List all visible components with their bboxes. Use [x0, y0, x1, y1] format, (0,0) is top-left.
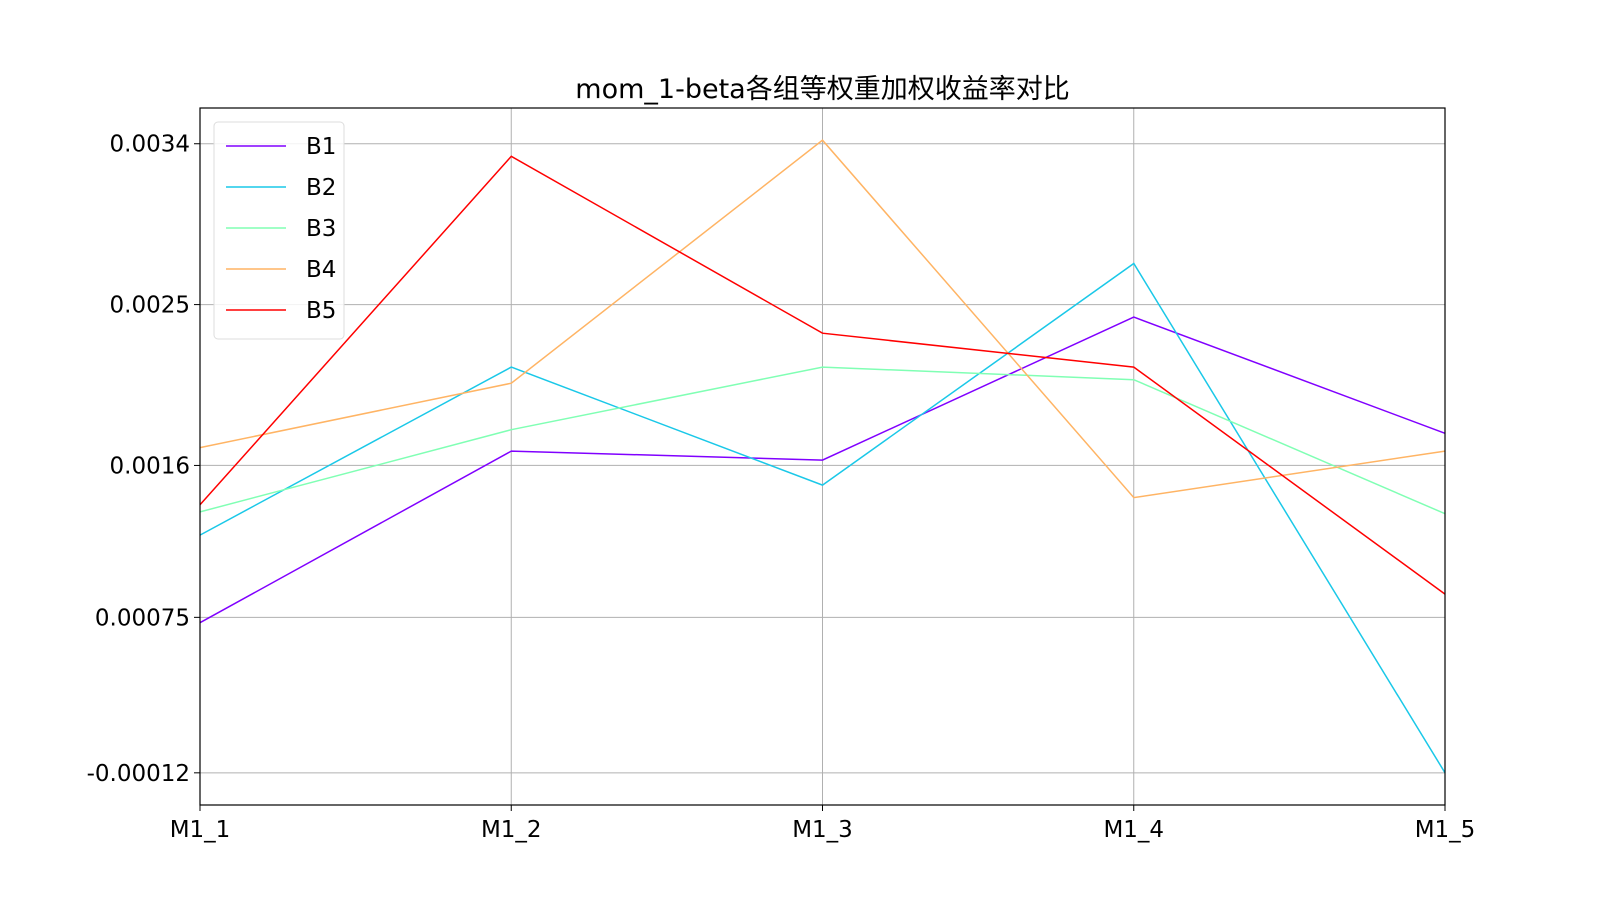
axis-ticks: M1_1 M1_2 M1_3 M1_4 M1_5 -0.00012 0.00075 0.001… [87, 132, 1476, 843]
x-tick-label: M1_2 [481, 817, 542, 843]
y-tick-label: 0.0034 [110, 132, 190, 158]
y-tick-label: 0.0016 [110, 453, 190, 479]
y-tick-label: 0.00075 [95, 605, 190, 631]
grid-lines [199, 108, 1446, 805]
legend-label: B2 [306, 175, 336, 201]
legend-box [213, 121, 345, 340]
y-tick-label: -0.00012 [87, 761, 190, 787]
series-line-b5 [199, 155, 1446, 595]
x-tick-label: M1_3 [792, 817, 853, 843]
x-tick-label: M1_5 [1415, 817, 1476, 843]
x-tick-label: M1_4 [1103, 817, 1164, 843]
y-tick-label: 0.0025 [110, 293, 190, 319]
legend-label: B3 [306, 216, 336, 242]
legend: B1 B2 B3 B4 B5 [213, 121, 345, 340]
series-line-b3 [199, 366, 1446, 515]
chart-title: mom_1-beta各组等权重加权收益率对比 [575, 74, 1069, 105]
legend-label: B1 [306, 134, 336, 160]
series-line-b4 [199, 139, 1446, 499]
series-line-b1 [199, 316, 1446, 624]
legend-label: B4 [306, 257, 336, 283]
series-lines [199, 139, 1446, 774]
series-line-b2 [199, 262, 1446, 774]
x-tick-label: M1_1 [170, 817, 231, 843]
legend-label: B5 [306, 298, 336, 324]
